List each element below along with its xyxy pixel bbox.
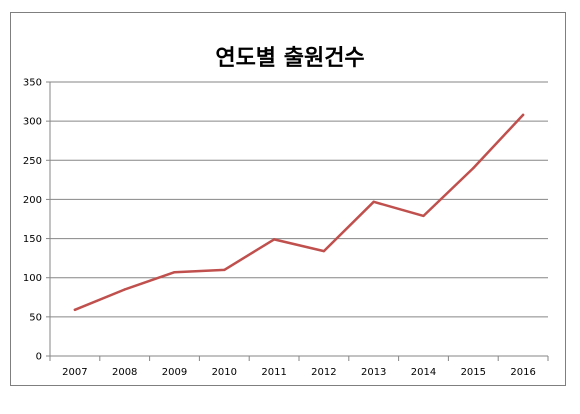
data-point: [272, 238, 276, 241]
data-point: [123, 288, 126, 291]
x-tick-label: 2012: [311, 367, 336, 378]
data-point: [521, 113, 525, 117]
y-tick-label: 150: [23, 234, 42, 245]
y-tick-label: 100: [23, 273, 42, 284]
x-tick-label: 2008: [112, 367, 137, 378]
x-tick-label: 2010: [212, 367, 237, 378]
series-line: [73, 113, 525, 312]
data-point: [73, 308, 77, 312]
data-point: [422, 214, 425, 218]
data-point: [322, 249, 326, 253]
x-tick-label: 2007: [62, 367, 87, 378]
y-tick-label: 350: [23, 78, 42, 89]
x-tick-label: 2013: [361, 367, 386, 378]
data-point: [372, 200, 375, 203]
chart-title: 연도별 출원건수: [215, 46, 365, 71]
y-tick-label: 50: [29, 312, 42, 323]
y-tick-label: 200: [23, 195, 42, 206]
x-tick-label: 2011: [261, 367, 286, 378]
x-tick-label: 2016: [510, 367, 535, 378]
data-point: [472, 166, 475, 170]
y-tick-label: 300: [23, 117, 42, 128]
x-tick-label: 2009: [162, 367, 187, 378]
y-tick-label: 0: [36, 352, 42, 363]
x-tick-label: 2015: [461, 367, 486, 378]
data-point: [173, 271, 176, 274]
y-tick-label: 250: [23, 156, 42, 167]
x-tick-label: 2014: [411, 367, 436, 378]
data-point: [223, 268, 226, 272]
